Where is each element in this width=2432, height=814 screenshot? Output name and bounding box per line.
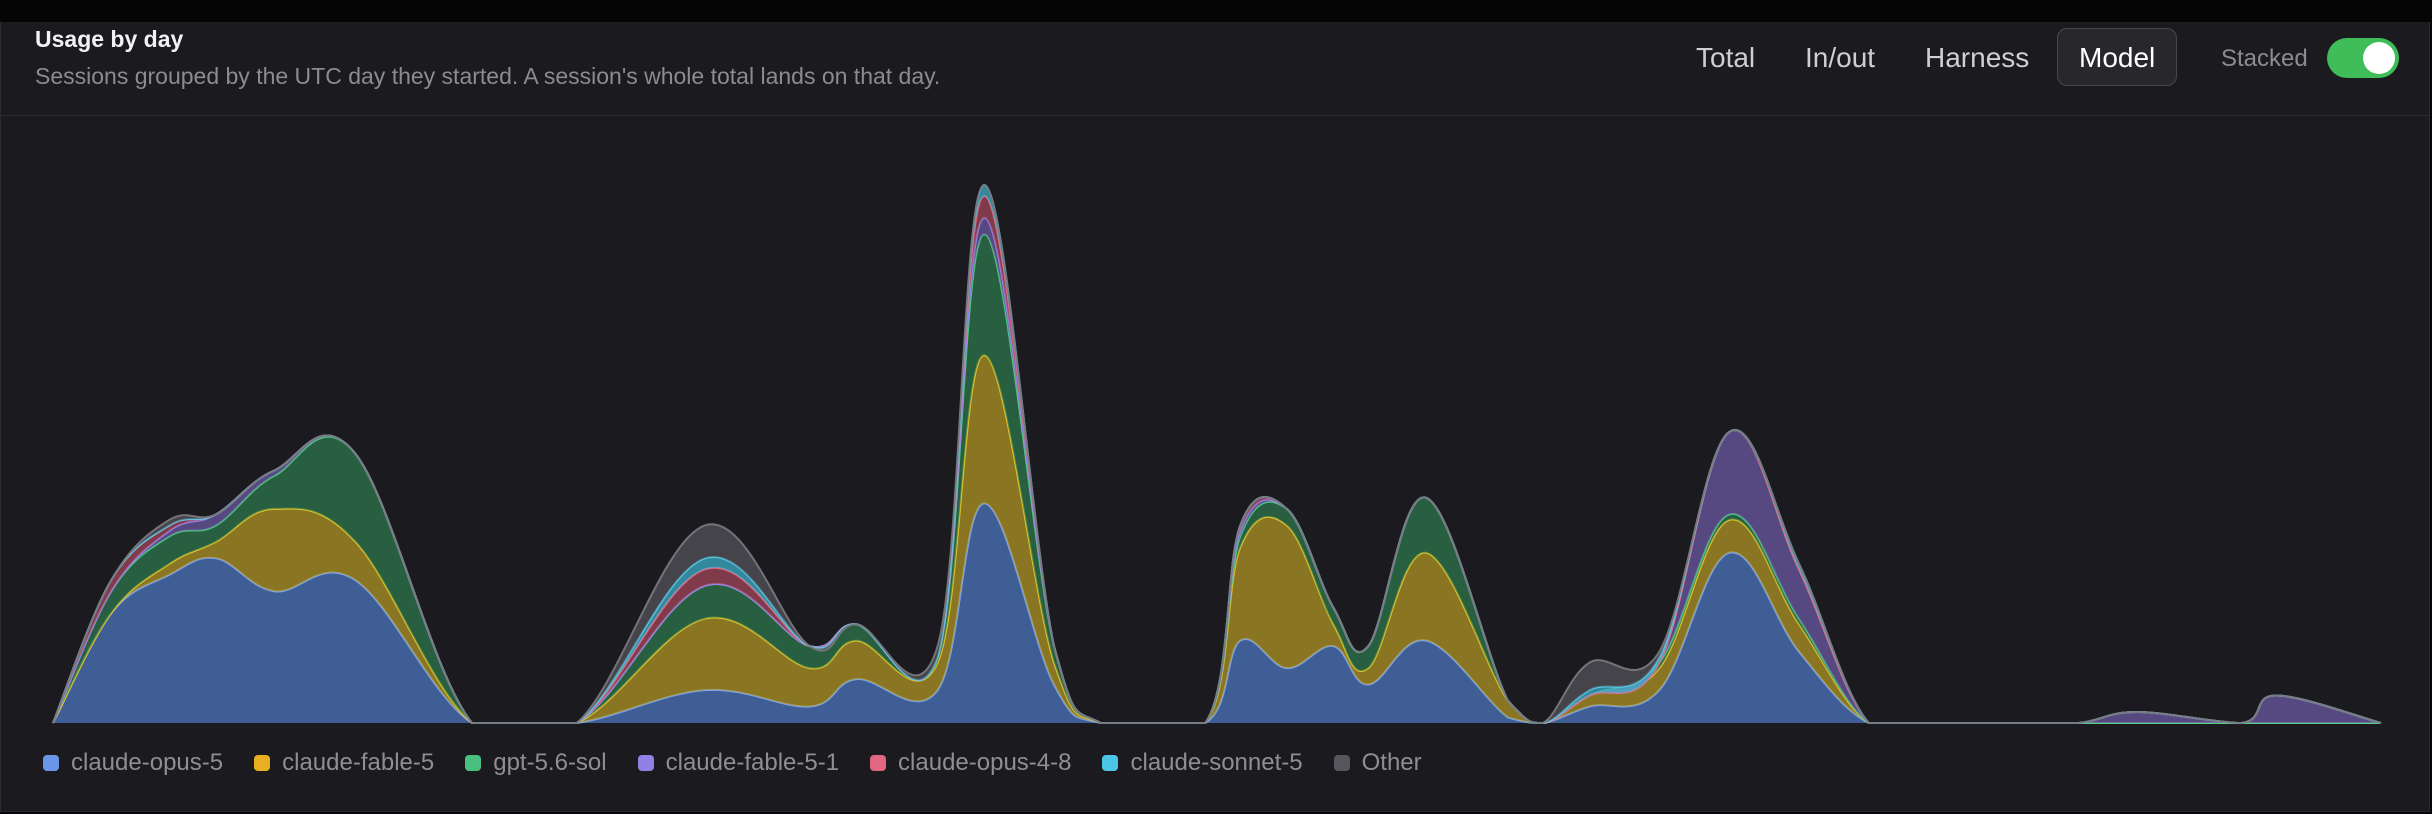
area-claude-opus-5	[53, 503, 2381, 723]
legend-item[interactable]: claude-fable-5-1	[637, 749, 840, 777]
legend-swatch	[1102, 755, 1119, 771]
legend-item[interactable]: gpt-5.6-sol	[465, 749, 607, 777]
legend-item[interactable]: claude-opus-5	[43, 749, 223, 777]
stacked-area-chart	[52, 183, 2382, 725]
line-other	[52, 183, 2382, 725]
legend-label: claude-fable-5	[282, 749, 435, 776]
top-bar	[0, 0, 2432, 22]
legend-label: claude-sonnet-5	[1130, 749, 1303, 776]
legend-item[interactable]: claude-sonnet-5	[1102, 749, 1303, 777]
chart-legend: claude-opus-5 claude-fable-5 gpt-5.6-sol cl…	[43, 749, 1453, 777]
legend-swatch	[43, 755, 59, 771]
toggle-knob	[2363, 42, 2395, 74]
legend-label: claude-opus-4-8	[898, 749, 1072, 776]
area-claude-fable-5-1	[53, 217, 2381, 724]
legend-item[interactable]: claude-fable-5	[254, 749, 434, 777]
legend-label: gpt-5.6-sol	[493, 749, 607, 776]
legend-item[interactable]: claude-opus-4-8	[870, 749, 1071, 777]
tab-harness[interactable]: Harness	[1925, 42, 2030, 73]
stacked-toggle[interactable]	[2327, 38, 2399, 78]
tab-in-out[interactable]: In/out	[1805, 42, 1876, 73]
usage-card: Usage by day Sessions grouped by the UTC…	[0, 22, 2430, 812]
legend-swatch	[254, 755, 271, 771]
legend-label: claude-opus-5	[71, 749, 224, 776]
card-header: Usage by day Sessions grouped by the UTC…	[1, 22, 2429, 116]
legend-swatch	[637, 755, 654, 771]
legend-item[interactable]: Other	[1333, 749, 1422, 777]
tab-model[interactable]: Model	[2057, 28, 2178, 86]
card-subtitle: Sessions grouped by the UTC day they sta…	[35, 63, 941, 89]
card-title: Usage by day	[35, 26, 184, 52]
stacked-label: Stacked	[2221, 45, 2308, 72]
legend-label: claude-fable-5-1	[665, 749, 840, 776]
legend-swatch	[1333, 755, 1350, 771]
legend-swatch	[870, 755, 887, 771]
legend-swatch	[465, 755, 482, 771]
tab-total[interactable]: Total	[1696, 42, 1756, 73]
area-claude-fable-5	[53, 355, 2381, 723]
legend-label: Other	[1361, 749, 1422, 776]
